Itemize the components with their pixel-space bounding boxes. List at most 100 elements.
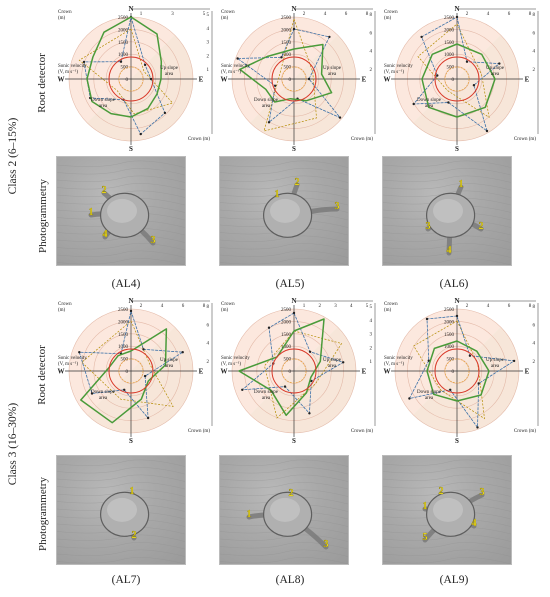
down-slope-label-2: area [425, 396, 434, 401]
right-tick-label: 6 [370, 31, 373, 36]
sonic-point [119, 60, 123, 63]
radial-tick-label: 0 [126, 78, 129, 83]
root-number-label: 5 [423, 532, 428, 543]
caption-al6: (AL6) [439, 278, 469, 290]
stump-model: 1 2 3 [220, 160, 348, 265]
root-number-label: 2 [439, 486, 444, 497]
up-slope-label: Up slope [323, 358, 342, 363]
trunk-circle [281, 66, 307, 92]
crown-tick-label: 8 [366, 12, 369, 17]
down-slope-label: Down slope [254, 390, 279, 395]
crown-tick-label: 4 [487, 12, 490, 17]
crown-tick-label: 8 [203, 304, 206, 309]
crown-unit: (m) [221, 308, 229, 313]
radar-chart-al4: 2500 2000 1500 1000 500 0 N S E W Crown(m) 1 3 5 5 4 3 2 1… [58, 5, 213, 153]
up-slope-label: Up slope [486, 66, 505, 71]
radar-chart-al5: 2500 2000 1500 1000 500 0 N S E W Crown(m) 2 4 6 8 8 6 4 2… [221, 5, 376, 153]
up-slope-label-2: area [328, 72, 337, 77]
stump-highlight [107, 497, 137, 522]
south-label: S [292, 437, 296, 445]
down-slope-area [395, 309, 501, 415]
radial-tick-label: 1500 [444, 41, 455, 46]
ground-texture [57, 168, 185, 176]
sonic-point [465, 60, 469, 63]
sonic-point [123, 388, 126, 391]
crown-label: Crown [384, 302, 398, 307]
crown-tick-label: 8 [529, 12, 532, 17]
stump-highlight [107, 198, 137, 223]
ground-texture [57, 542, 185, 550]
crown-tick-label: 2 [303, 12, 306, 17]
sonic-velocity-series [236, 28, 341, 124]
right-tick-label: 5 [370, 305, 373, 310]
crown-tick-label: 5 [366, 304, 369, 309]
west-label: W [384, 368, 391, 376]
root-detection-series [238, 318, 325, 417]
ground-texture [57, 474, 185, 482]
radial-tick-label: 1000 [281, 53, 292, 58]
east-label: E [525, 368, 530, 376]
photogrammetry-label-row2: Photogrammetry [37, 477, 49, 551]
radial-tick-label: 500 [447, 358, 455, 363]
trunk-circle [281, 358, 307, 384]
root-number-label: 3 [151, 235, 156, 246]
root-number-label: 2 [479, 221, 484, 232]
sonic-velocity-unit: (V, m s⁻¹) [58, 361, 78, 367]
ground-texture [220, 542, 348, 550]
ground-texture [383, 168, 511, 176]
radial-tick-label: 500 [121, 358, 129, 363]
stump-highlight [270, 497, 300, 522]
ground-texture [57, 160, 185, 168]
right-tick-label: 4 [207, 342, 210, 347]
up-slope-label: Up slope [160, 358, 179, 363]
crown-tick-label: 6 [182, 304, 185, 309]
sonic-point [129, 309, 133, 313]
crown-tick-label: 1 [303, 304, 306, 309]
radial-tick-label: 1500 [444, 333, 455, 338]
radial-tick-label: 0 [452, 370, 455, 375]
ground-texture [383, 459, 511, 467]
radial-tick-label: 0 [452, 78, 455, 83]
east-label: E [199, 76, 204, 84]
sonic-velocity-unit: (V, m s⁻¹) [221, 69, 241, 75]
ground-texture [57, 482, 185, 490]
ground-texture [220, 250, 348, 258]
down-slope-label-2: area [99, 104, 108, 109]
radial-tick-label: 500 [121, 66, 129, 71]
east-label: E [199, 368, 204, 376]
sonic-point [447, 101, 450, 104]
crown-unit: (m) [58, 16, 66, 21]
right-tick-label: 6 [533, 31, 536, 36]
radial-tick-label: 1500 [118, 41, 129, 46]
sonic-point [342, 361, 345, 364]
stump-model: 1 2 3 [220, 459, 348, 564]
sonic-point [139, 132, 142, 136]
ground-texture [220, 235, 348, 243]
radial-tick-label: 500 [284, 358, 292, 363]
class3-label: Class 3 (16–30%) [7, 402, 19, 486]
sonic-point [308, 350, 312, 353]
sonic-point [512, 359, 516, 363]
photogrammetry-label-row1: Photogrammetry [37, 179, 49, 253]
sonic-point [149, 77, 153, 81]
east-label: E [525, 76, 530, 84]
sonic-velocity-label: Sonic velocity [221, 356, 250, 361]
ground-texture [383, 474, 511, 482]
north-label: N [128, 6, 133, 13]
reference-circle [434, 56, 480, 102]
sonic-point [420, 35, 423, 39]
radial-tick-label: 2000 [281, 28, 292, 33]
right-tick-label: 2 [533, 360, 536, 365]
up-slope-label-2: area [491, 364, 500, 369]
ground-texture [57, 459, 185, 467]
crown-tick-label: 6 [345, 12, 348, 17]
sonic-point [449, 388, 452, 391]
south-label: S [292, 145, 296, 153]
radar-panel-al7: 2500 2000 1500 1000 500 0 N S E W Crown (m) 2 4 6 8 8 6 4 2… [56, 297, 216, 448]
crown-unit: (m) [384, 308, 392, 313]
crown-series [81, 320, 174, 407]
